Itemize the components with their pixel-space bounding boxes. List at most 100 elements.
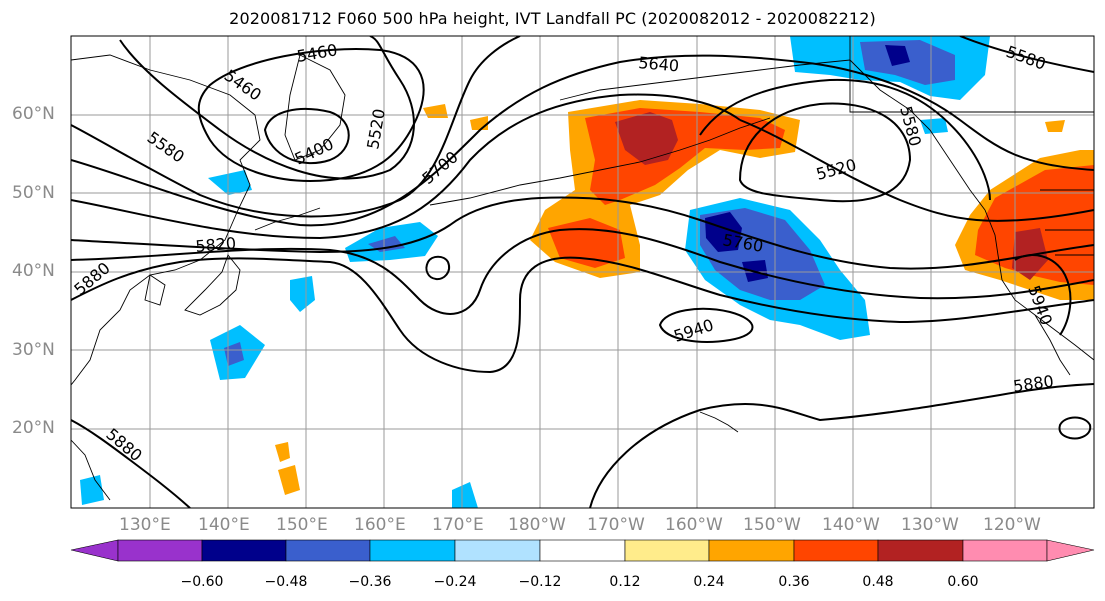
lat-label: 20°N: [12, 418, 55, 438]
colorbar-extend-high: [1046, 539, 1095, 562]
contour-5880: [71, 256, 1094, 374]
lon-label: 120°W: [983, 515, 1041, 535]
colorbar-tick-label: 0.48: [862, 574, 894, 590]
contour-5520-west: [119, 36, 415, 180]
colorbar-tick-label: −0.48: [264, 574, 308, 590]
coast-kuril: [254, 207, 321, 231]
contour-5640: [71, 54, 801, 227]
positive-region-small-4: [470, 116, 488, 130]
coast-japan: [184, 254, 241, 316]
contour-label: 5460: [221, 66, 265, 105]
contour-5400: [263, 108, 350, 165]
map-frame: [70, 35, 1095, 509]
colorbar: [70, 539, 1095, 562]
colorbar-segment: [285, 539, 371, 562]
graticule: [71, 36, 1094, 508]
contour-5520-east: [738, 102, 912, 203]
colorbar-segment: [793, 539, 879, 562]
contour-label: 5640: [638, 53, 680, 75]
lon-label: 160°E: [354, 515, 406, 535]
contour-5700: [71, 93, 741, 240]
contour-5940-west: [658, 307, 754, 343]
positive-region-gulf-alaska-core: [615, 112, 678, 165]
negative-region-west-5: [452, 482, 478, 508]
colorbar-extend-low: [70, 539, 119, 562]
positive-region-small-3: [423, 104, 448, 118]
colorbar-segment: [708, 539, 795, 562]
colorbar-tick-label: −0.36: [348, 574, 392, 590]
coast-asia: [71, 54, 261, 386]
lon-label: 140°E: [198, 515, 250, 535]
coast-alaska: [559, 59, 986, 211]
colorbar-segment: [201, 539, 287, 562]
contour-5880-south: [589, 383, 1094, 508]
colorbar-tick-label: −0.24: [433, 574, 477, 590]
coast-us-states: [1040, 189, 1094, 256]
colorbar-segment: [117, 539, 203, 562]
lat-label: 50°N: [12, 183, 55, 203]
colorbar-tick-label: −0.60: [180, 574, 224, 590]
contour-5820: [71, 228, 1094, 315]
colorbar-segment: [877, 539, 964, 562]
negative-region-west-4: [208, 170, 252, 195]
colorbar-segment: [962, 539, 1048, 562]
coast-na-west: [984, 209, 1094, 361]
positive-region-small-2: [278, 465, 300, 495]
contour-label: 5460: [295, 40, 338, 66]
contour-label: 5580: [896, 104, 925, 148]
colorbar-tick-label: 0.12: [609, 574, 641, 590]
contour-5460: [197, 48, 425, 182]
coast-kamchatka: [284, 54, 346, 161]
colorbar-segment: [624, 539, 710, 562]
contour-5640-east: [799, 61, 1094, 171]
contour-small-circle: [425, 255, 450, 281]
colorbar-segment: [539, 539, 626, 562]
lon-label: 130°W: [901, 515, 959, 535]
positive-region-small-1: [275, 442, 290, 462]
lon-label: 150°W: [743, 515, 801, 535]
contour-5940-east: [1014, 254, 1072, 336]
colorbar-segment: [454, 539, 541, 562]
lon-label: 140°W: [822, 515, 880, 535]
colorbar-tick-label: 0.36: [778, 574, 810, 590]
contour-5880-southwest: [71, 419, 191, 508]
coastlines: [71, 36, 1094, 501]
negative-region-northeast-pacific-core1: [705, 212, 742, 252]
colorbar-tick-label: 0.24: [693, 574, 725, 590]
colorbar-segment: [369, 539, 456, 562]
coast-philippines: [71, 439, 111, 501]
lon-label: 170°E: [432, 515, 484, 535]
coast-aleutians: [429, 117, 771, 206]
coast-baja: [1034, 314, 1071, 376]
colorbar-tick-label: −0.12: [518, 574, 562, 590]
negative-region-west-2-inner: [224, 342, 244, 366]
contour-5760: [71, 196, 1094, 270]
negative-region-alaska-core: [885, 45, 910, 66]
negative-region-west-6: [80, 475, 104, 505]
lat-label: 30°N: [12, 340, 55, 360]
colorbar-tick-label: 0.60: [947, 574, 979, 590]
contour-label: 5580: [1004, 42, 1049, 74]
height-contours: [71, 36, 1094, 508]
contour-5580-east: [699, 78, 991, 201]
contour-label: 5520: [363, 107, 389, 150]
lon-label: 130°E: [119, 515, 171, 535]
contour-5580-west: [71, 36, 521, 218]
contour-5580-top: [959, 36, 1094, 73]
coast-canada-border: [849, 36, 1094, 113]
negative-region-west-7: [920, 118, 948, 134]
lon-label: 170°W: [587, 515, 645, 535]
coast-korea: [144, 274, 166, 306]
lon-label: 180°W: [508, 515, 566, 535]
lon-label: 160°W: [665, 515, 723, 535]
lat-label: 40°N: [12, 261, 55, 281]
positive-region-small-5: [1045, 120, 1065, 132]
contour-label: 5880: [70, 258, 113, 299]
contour-5700-east: [739, 119, 1094, 222]
contour-label: 5520: [814, 155, 858, 184]
negative-region-west-3: [290, 276, 315, 312]
lon-label: 150°E: [276, 515, 328, 535]
lat-label: 60°N: [12, 104, 55, 124]
coast-hawaii: [699, 411, 739, 433]
